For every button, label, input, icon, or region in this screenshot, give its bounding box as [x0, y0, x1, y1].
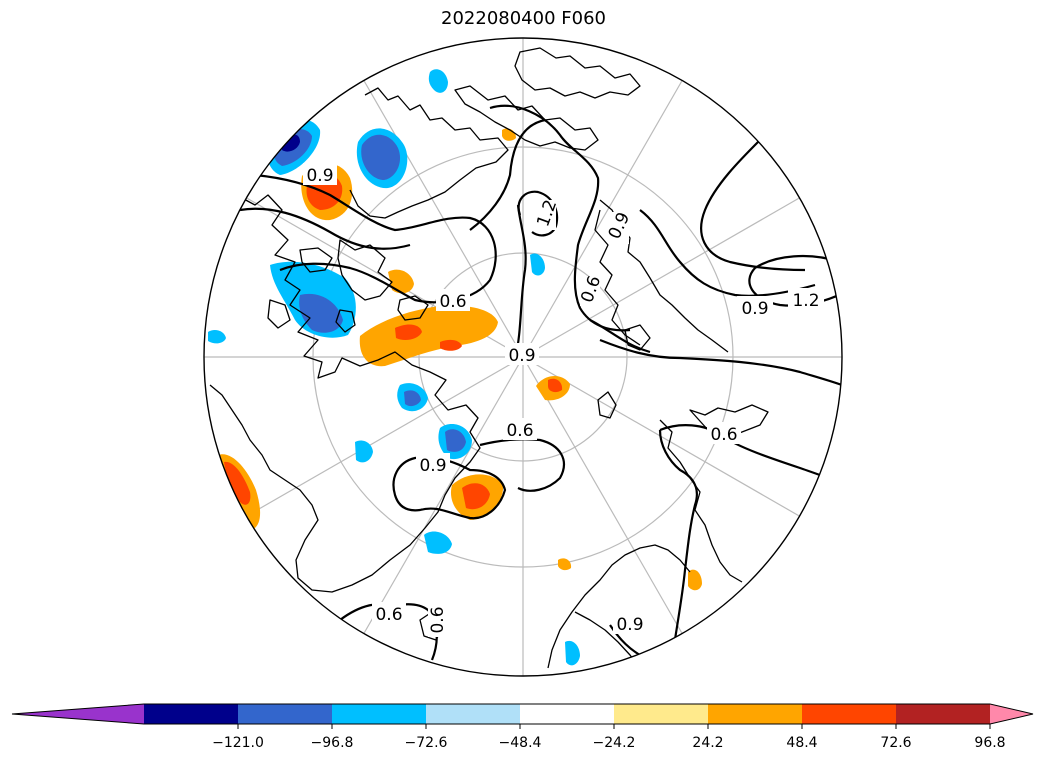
colorbar-tick-label: −121.0 — [212, 735, 264, 751]
negative-anomaly-area — [299, 293, 343, 333]
negative-anomaly-area — [428, 69, 448, 93]
colorbar-extend-low — [12, 704, 144, 724]
colorbar-segment — [332, 704, 427, 724]
positive-anomaly-area — [688, 569, 702, 591]
contour-label: 0.9 — [419, 456, 446, 476]
negative-anomaly-area — [424, 531, 452, 554]
colorbar-tick-label: 72.6 — [880, 735, 911, 751]
contour-label: 0.9 — [508, 346, 535, 366]
colorbar-segment — [614, 704, 709, 724]
colorbar-tick-label: 48.4 — [786, 735, 817, 751]
negative-anomaly-area — [355, 440, 373, 463]
positive-anomaly-area — [548, 378, 563, 393]
map-disc: 0.9 1.2 0.6 0.6 0.9 0.9 1.2 0.9 0.6 0.6 … — [204, 38, 842, 676]
map-boundary — [203, 37, 843, 677]
colorbar-segment — [708, 704, 803, 724]
positive-anomaly-area — [224, 461, 251, 505]
colorbar-segment — [802, 704, 897, 724]
negative-anomaly-area — [361, 134, 401, 180]
colorbar-tick-label: −48.4 — [499, 735, 542, 751]
positive-anomaly-area — [558, 558, 572, 571]
colorbar-tick-label: −72.6 — [405, 735, 448, 751]
contour-label: 0.9 — [741, 299, 768, 319]
colorbar-tick-label: 24.2 — [692, 735, 723, 751]
contour-label: 0.9 — [616, 615, 643, 635]
colorbar-segment — [144, 704, 239, 724]
negative-anomaly-area — [530, 253, 545, 276]
contour-label-backgrounds — [303, 163, 824, 637]
contour-label: 0.9 — [306, 166, 333, 186]
map-title: 2022080400 F060 — [441, 8, 606, 29]
positive-anomaly-area — [359, 305, 498, 367]
positive-anomaly-area — [395, 324, 422, 340]
contour-label: 0.6 — [439, 292, 466, 312]
contour-label: 1.2 — [792, 291, 819, 311]
negative-anomaly-area — [404, 390, 421, 407]
colorbar-tick-label: 96.8 — [974, 735, 1005, 751]
negative-anomaly-area — [565, 640, 580, 666]
positive-anomaly-area — [440, 339, 462, 351]
colorbar-tick-label: −24.2 — [593, 735, 636, 751]
colorbar-segment — [520, 704, 615, 724]
colorbar-ticks: −121.0 −96.8 −72.6 −48.4 −24.2 24.2 48.4 72.6 96… — [212, 724, 1006, 751]
colorbar-tick-label: −96.8 — [311, 735, 354, 751]
colorbar-segments — [12, 704, 1033, 724]
colorbar-segment — [426, 704, 521, 724]
colorbar-extend-high — [990, 704, 1033, 724]
positive-anomaly-area — [462, 483, 490, 510]
contour-label: 0.6 — [375, 605, 402, 625]
colorbar-segment — [896, 704, 991, 724]
negative-anomaly-area — [208, 330, 226, 344]
negative-anomaly-area — [445, 429, 466, 452]
colorbar-segment — [238, 704, 333, 724]
colorbar-outline — [11, 703, 1034, 725]
contour-label: 0.6 — [710, 425, 737, 445]
contour-label: 0.6 — [428, 606, 448, 633]
colorbar: −121.0 −96.8 −72.6 −48.4 −24.2 24.2 48.4 72.6 96… — [11, 703, 1034, 751]
contour-label: 0.6 — [506, 421, 533, 441]
